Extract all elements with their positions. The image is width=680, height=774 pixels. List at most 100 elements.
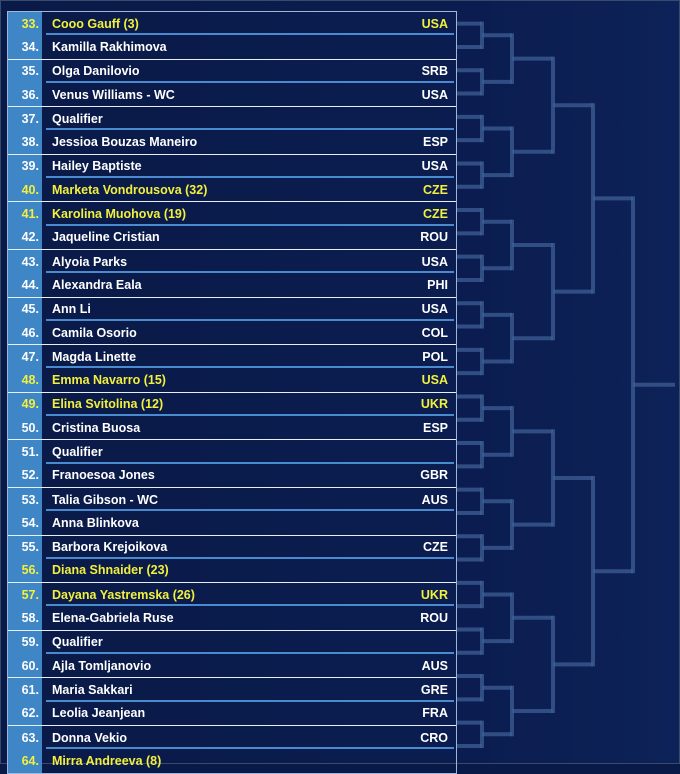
player-row[interactable]: 45. Ann Li USA [8, 297, 456, 322]
draw-position: 43. [8, 249, 42, 274]
player-name: Dayana Yastremska (26) [52, 587, 195, 602]
player-row[interactable]: 33. Cooo Gauff (3) USA [8, 12, 456, 36]
draw-position: 47. [8, 345, 42, 369]
player-name: Cooo Gauff (3) [52, 16, 139, 31]
player-name: Barbora Krejoikova [52, 540, 168, 555]
player-country: CZE [423, 182, 448, 197]
player-name: Alexandra Eala [52, 277, 142, 292]
draw-position: 50. [8, 416, 42, 440]
player-row[interactable]: 51. Qualifier [8, 440, 456, 464]
player-name: Venus Williams - WC [52, 87, 175, 102]
player-row[interactable]: 54. Anna Blinkova [8, 511, 456, 535]
match-pair: 55. Barbora Krejoikova CZE 56. Diana Shnaide… [8, 535, 456, 584]
player-row[interactable]: 40. Marketa Vondrousova (32) CZE [8, 178, 456, 202]
player-row[interactable]: 35. Olga Danilovio SRB [8, 59, 456, 84]
draw-position: 46. [8, 320, 42, 345]
draw-position: 39. [8, 154, 42, 179]
draw-position: 45. [8, 297, 42, 321]
player-country: USA [421, 87, 448, 102]
player-country: UKR [420, 587, 448, 602]
player-name: Alyoia Parks [52, 254, 128, 269]
match-pair: 37. Qualifier 38. Jessioa Bouzas Maneiro ESP [8, 107, 456, 155]
player-name: Emma Navarro (15) [52, 373, 166, 388]
draw-position: 57. [8, 583, 42, 607]
draw-position: 59. [8, 630, 42, 655]
match-pair: 33. Cooo Gauff (3) USA 34. Kamilla Rakhimova [8, 12, 456, 60]
player-name: Anna Blinkova [52, 515, 139, 530]
player-name: Kamilla Rakhimova [52, 39, 167, 54]
player-name: Olga Danilovio [52, 64, 140, 79]
player-row[interactable]: 49. Elina Svitolina (12) UKR [8, 392, 456, 417]
player-country: POL [422, 349, 448, 364]
player-row[interactable]: 38. Jessioa Bouzas Maneiro ESP [8, 130, 456, 154]
match-pair: 57. Dayana Yastremska (26) UKR 58. Elena-Gab… [8, 583, 456, 631]
player-country: CZE [423, 207, 448, 222]
player-name: Elena-Gabriela Ruse [52, 611, 174, 626]
player-row[interactable]: 43. Alyoia Parks USA [8, 249, 456, 274]
player-row[interactable]: 44. Alexandra Eala PHI [8, 273, 456, 297]
player-row[interactable]: 63. Donna Vekio CRO [8, 725, 456, 750]
player-country [448, 559, 456, 582]
player-name: Leolia Jeanjean [52, 706, 146, 721]
player-name: Camila Osorio [52, 325, 137, 340]
match-pair: 43. Alyoia Parks USA 44. Alexandra Eala PHI [8, 249, 456, 298]
player-country: USA [421, 254, 448, 269]
player-row[interactable]: 37. Qualifier [8, 107, 456, 131]
match-pair: 61. Maria Sakkari GRE 62. Leolia Jeanjean FRA [8, 678, 456, 726]
player-country: UKR [420, 397, 448, 412]
player-row[interactable]: 61. Maria Sakkari GRE [8, 678, 456, 702]
player-row[interactable]: 41. Karolina Muohova (19) CZE [8, 202, 456, 226]
player-row[interactable]: 62. Leolia Jeanjean FRA [8, 701, 456, 725]
player-row[interactable]: 59. Qualifier [8, 630, 456, 655]
match-pair: 35. Olga Danilovio SRB 36. Venus Williams - … [8, 59, 456, 108]
draw-position: 44. [8, 273, 42, 297]
draw-position: 42. [8, 225, 42, 249]
draw-position: 41. [8, 202, 42, 226]
player-row[interactable]: 55. Barbora Krejoikova CZE [8, 535, 456, 560]
player-country [448, 440, 456, 463]
draw-position: 53. [8, 487, 42, 512]
player-country: SRB [421, 64, 448, 79]
player-country [448, 35, 456, 58]
match-pair: 39. Hailey Baptiste USA 40. Marketa Vondrous… [8, 154, 456, 203]
player-row[interactable]: 48. Emma Navarro (15) USA [8, 368, 456, 392]
match-pair: 45. Ann Li USA 46. Camila Osorio COL [8, 297, 456, 346]
draw-position: 33. [8, 12, 42, 36]
draw-position: 63. [8, 725, 42, 750]
player-country: CRO [420, 730, 448, 745]
player-row[interactable]: 52. Franoesoa Jones GBR [8, 463, 456, 487]
player-row[interactable]: 50. Cristina Buosa ESP [8, 416, 456, 440]
draw-position: 48. [8, 368, 42, 392]
player-row[interactable]: 53. Talia Gibson - WC AUS [8, 487, 456, 512]
player-name: Talia Gibson - WC [52, 492, 159, 507]
player-row[interactable]: 58. Elena-Gabriela Ruse ROU [8, 606, 456, 630]
player-row[interactable]: 42. Jaqueline Cristian ROU [8, 225, 456, 249]
draw-position: 40. [8, 178, 42, 202]
player-row[interactable]: 56. Diana Shnaider (23) [8, 558, 456, 583]
player-name: Maria Sakkari [52, 682, 133, 697]
player-row[interactable]: 57. Dayana Yastremska (26) UKR [8, 583, 456, 607]
draw-position: 58. [8, 606, 42, 630]
player-row[interactable]: 60. Ajla Tomljanovio AUS [8, 654, 456, 678]
player-row[interactable]: 36. Venus Williams - WC USA [8, 82, 456, 107]
player-row[interactable]: 39. Hailey Baptiste USA [8, 154, 456, 179]
player-country [448, 107, 456, 130]
player-country: ROU [420, 611, 448, 626]
player-name: Karolina Muohova (19) [52, 207, 187, 222]
player-row[interactable]: 64. Mirra Andreeva (8) [8, 749, 456, 773]
player-country: USA [421, 159, 448, 174]
draw-position: 34. [8, 35, 42, 59]
player-country: ESP [422, 135, 448, 150]
match-pair: 63. Donna Vekio CRO 64. Mirra Andreeva (8) [8, 725, 456, 773]
player-name: Qualifier [52, 111, 103, 126]
player-row[interactable]: 34. Kamilla Rakhimova [8, 35, 456, 59]
draw-position: 35. [8, 59, 42, 83]
player-row[interactable]: 46. Camila Osorio COL [8, 320, 456, 345]
match-pair: 47. Magda Linette POL 48. Emma Navarro (15) U… [8, 345, 456, 393]
player-name: Diana Shnaider (23) [52, 563, 169, 578]
draw-list: 33. Cooo Gauff (3) USA 34. Kamilla Rakhimova… [7, 11, 457, 774]
player-row[interactable]: 47. Magda Linette POL [8, 345, 456, 369]
draw-position: 62. [8, 701, 42, 725]
player-name: Qualifier [52, 444, 103, 459]
